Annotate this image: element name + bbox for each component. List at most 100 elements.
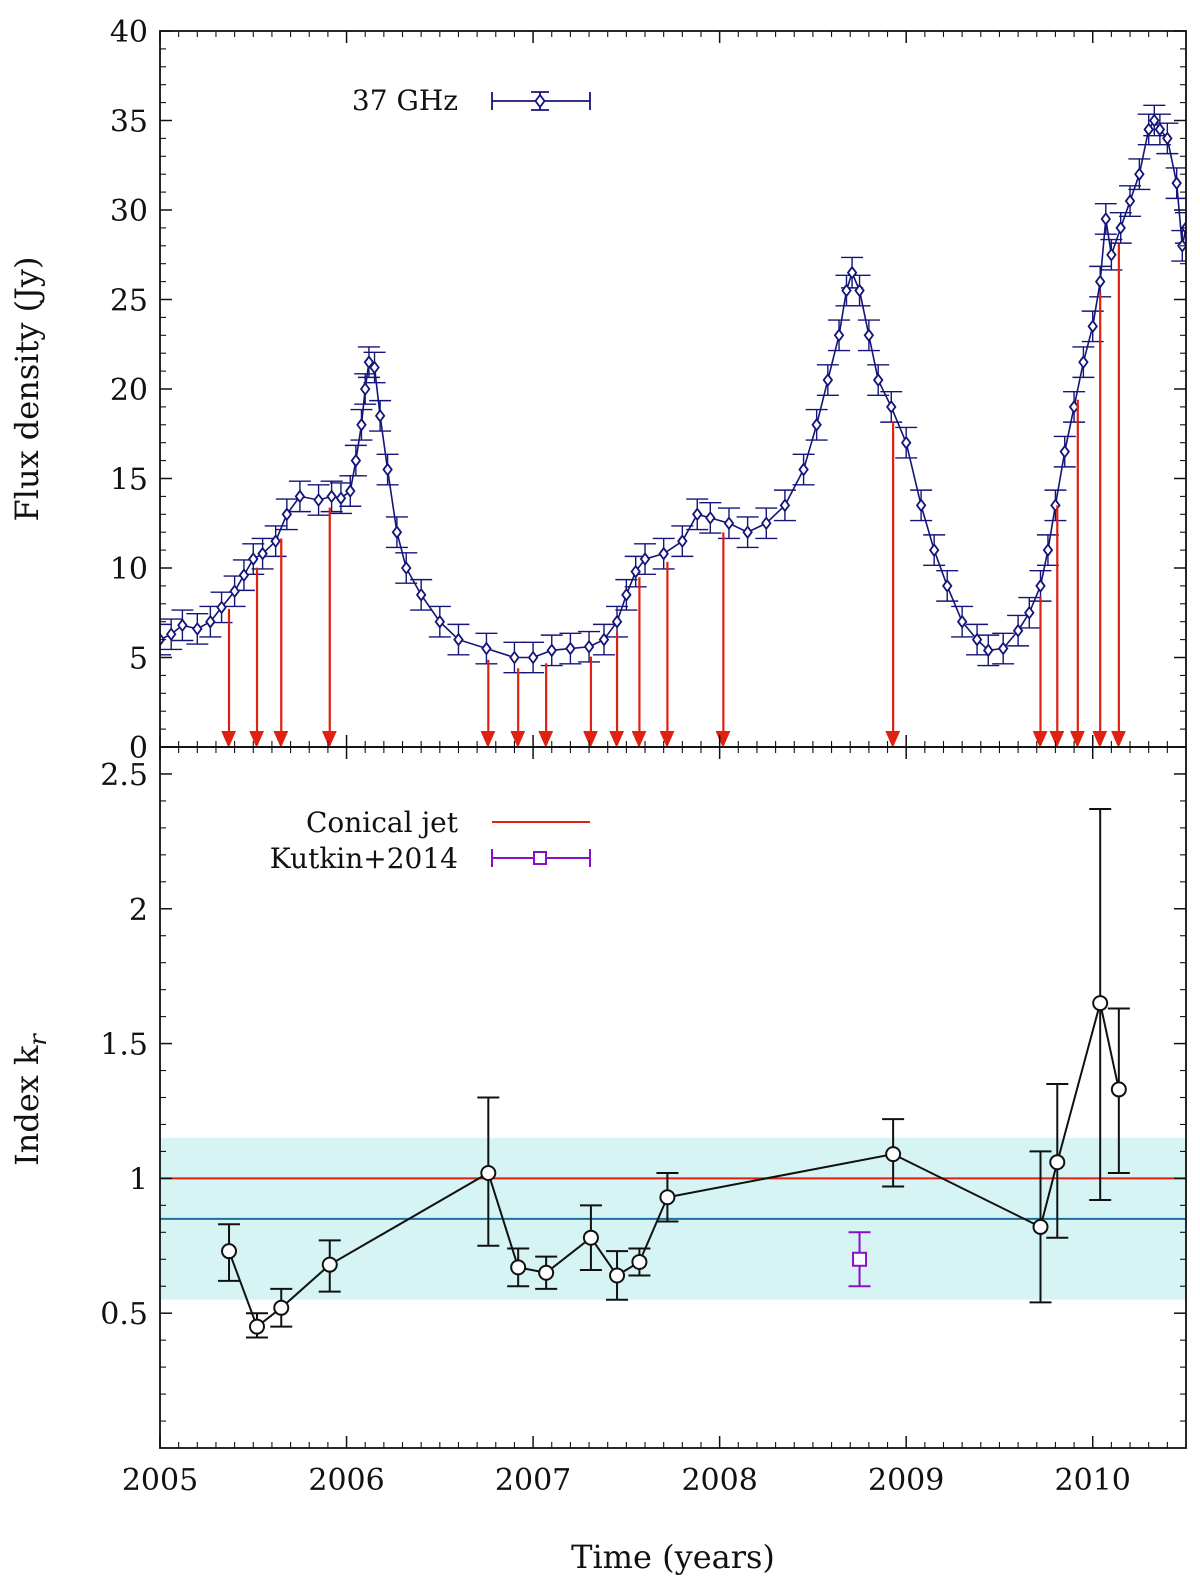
event-arrow-head: [886, 731, 901, 747]
flux-axes: 0 5 10 15 20 25 30 35 40: [110, 15, 1187, 766]
index-y-tick-label: 2.5: [100, 758, 148, 793]
legend-label-kutkin: Kutkin+2014: [270, 842, 458, 875]
flux-plot-frame: [159, 30, 1187, 748]
index-point: [1110, 1081, 1127, 1098]
flux-point: [546, 643, 557, 658]
flux-point: [872, 373, 884, 388]
flux-point: [742, 525, 753, 540]
flux-point: [363, 355, 375, 370]
event-arrow-head: [1093, 731, 1108, 747]
event-arrow: [631, 577, 647, 748]
x-axis-title: Time (years): [571, 1538, 775, 1576]
flux-point: [956, 614, 968, 629]
event-arrow: [715, 532, 731, 748]
event-arrow: [480, 659, 496, 748]
event-arrow-head-edge: [273, 730, 282, 748]
flux-point: [1106, 247, 1117, 262]
flux-y-tick-label: 20: [110, 373, 148, 408]
flux-point: [630, 564, 641, 579]
flux-y-tick-label: 15: [110, 463, 148, 498]
flux-point: [611, 614, 623, 629]
flux-legend: 37 GHz: [352, 84, 591, 117]
x-tick-label: 2009: [868, 1463, 944, 1498]
flux-point: [205, 614, 216, 629]
event-arrow-head: [660, 731, 675, 747]
event-arrow: [1070, 399, 1085, 748]
event-arrow-head: [1033, 731, 1048, 747]
event-arrow-head: [511, 731, 526, 747]
reference-lines-layer: [160, 1177, 1186, 1220]
index-point: [221, 1243, 238, 1260]
event-arrow-head-edge: [1111, 730, 1120, 748]
flux-point: [335, 491, 347, 506]
index-point: [1092, 995, 1109, 1012]
flux-point: [1078, 355, 1089, 370]
event-arrow-head-edge: [221, 730, 230, 748]
flux-point: [238, 568, 250, 583]
flux-point: [886, 399, 897, 414]
index-y-tick-label: 1.5: [100, 1028, 148, 1063]
event-arrow: [885, 422, 901, 748]
event-arrow-head-edge: [659, 730, 669, 748]
flux-point: [915, 498, 927, 513]
index-point: [659, 1189, 676, 1206]
event-arrow: [322, 507, 337, 748]
legend-sample-marker: [534, 93, 546, 109]
index-point: [582, 1229, 599, 1246]
event-arrow-head: [539, 731, 554, 747]
x-tick-label: 2006: [308, 1463, 384, 1498]
event-arrow: [609, 632, 625, 748]
event-arrow-head-edge: [1049, 730, 1058, 748]
event-arrow: [583, 656, 598, 748]
flux-point: [1171, 176, 1182, 191]
event-arrow-head: [716, 731, 731, 747]
index-y-tick-label: 1: [129, 1162, 148, 1197]
flux-point: [1134, 167, 1145, 182]
event-arrow: [1111, 244, 1126, 748]
index-point: [510, 1259, 527, 1276]
flux-errorbar: [160, 623, 171, 656]
index-axes: 0.5 1 1.5 2 2.5 2005 2006 2007 2008 2009 2010: [100, 746, 1187, 1498]
flux-point: [356, 417, 367, 432]
event-arrow-head: [481, 731, 496, 747]
index-point: [631, 1253, 648, 1270]
event-arrow-head-edge: [510, 730, 519, 748]
event-arrow: [1092, 292, 1108, 748]
event-arrow-head: [610, 731, 625, 747]
flux-y-tick-label: 35: [110, 105, 148, 140]
flux-y-tick-label: 0: [129, 731, 148, 766]
event-arrow-head: [274, 731, 289, 747]
flux-point: [565, 641, 576, 656]
flux-point: [761, 516, 772, 531]
flux-point: [779, 498, 791, 513]
event-arrow: [221, 608, 237, 748]
flux-point: [453, 632, 464, 647]
index-y-axis-title: Index kr: [8, 1033, 52, 1166]
flux-point: [1149, 113, 1160, 128]
flux-point: [434, 614, 446, 629]
flux-y-tick-label: 25: [110, 284, 148, 319]
flux-point: [345, 484, 356, 499]
index-point: [249, 1318, 266, 1335]
index-point: [321, 1256, 338, 1273]
flux-point: [822, 373, 834, 388]
event-arrow: [273, 538, 289, 748]
flux-point: [798, 462, 809, 477]
flux-point: [229, 584, 240, 599]
x-tick-label: 2010: [1055, 1463, 1131, 1498]
legend-label-37ghz: 37 GHz: [352, 84, 458, 117]
flux-y-axis-title: Flux density (Jy): [8, 257, 46, 522]
flux-point: [257, 546, 268, 561]
flux-point: [997, 641, 1009, 656]
flux-point: [1154, 122, 1166, 137]
event-arrow-head-edge: [249, 730, 258, 748]
flux-point: [192, 621, 203, 636]
flux-point: [811, 417, 822, 432]
flux-point: [705, 510, 716, 525]
flux-point: [1059, 444, 1070, 459]
index-point: [273, 1299, 290, 1316]
flux-series-line: [160, 118, 1186, 659]
flux-point: [639, 552, 651, 567]
x-tick-label: 2008: [681, 1463, 757, 1498]
